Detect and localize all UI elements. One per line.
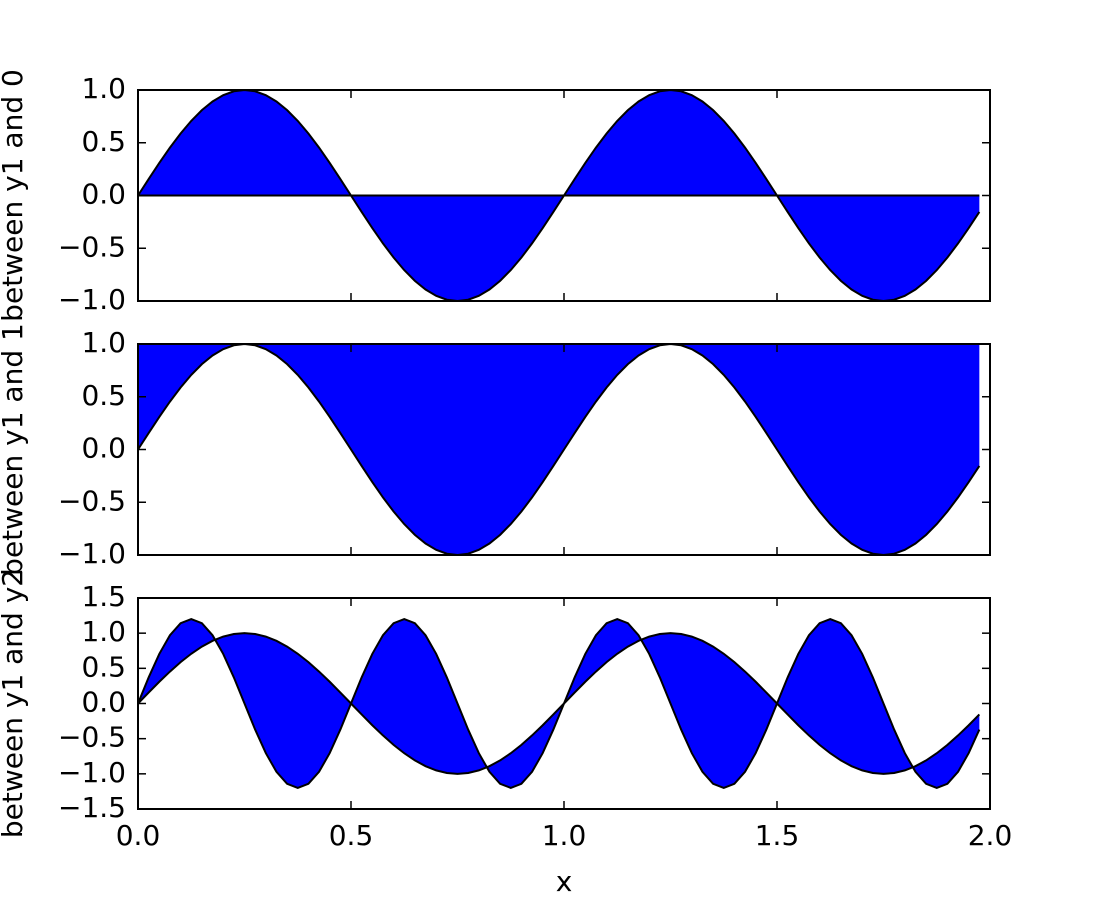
x-tick-label: 1.0 xyxy=(542,819,587,852)
fill-edge xyxy=(137,618,981,789)
y-tick-label: 0.5 xyxy=(81,125,126,158)
x-tick-label: 1.5 xyxy=(755,819,800,852)
x-tick-label: 0.0 xyxy=(116,819,161,852)
y-tick-label: 1.0 xyxy=(81,326,126,359)
y-tick-label: −0.5 xyxy=(58,484,126,517)
x-tick-label: 2.0 xyxy=(968,819,1013,852)
y-tick-label: 1.5 xyxy=(81,580,126,613)
y-tick-label: 0.0 xyxy=(81,686,126,719)
y-tick-label: 0.0 xyxy=(81,432,126,465)
y-tick-label: 0.0 xyxy=(81,178,126,211)
x-axis-label: x xyxy=(556,865,573,898)
fill-edge xyxy=(137,342,981,557)
y-axis-label: between y1 and 1 xyxy=(0,323,29,576)
y-tick-label: −0.5 xyxy=(58,230,126,263)
y-tick-label: −1.0 xyxy=(58,756,126,789)
y-tick-label: −1.5 xyxy=(58,791,126,824)
fill-area xyxy=(138,619,980,788)
y-tick-label: 0.5 xyxy=(81,650,126,683)
fill-area xyxy=(138,344,980,555)
y-axis-label: between y1 and 0 xyxy=(0,69,29,322)
y-tick-label: −1.0 xyxy=(58,537,126,570)
y-axis-label: between y1 and y2 xyxy=(0,569,29,838)
y-tick-label: −1.0 xyxy=(58,283,126,316)
y-tick-label: 1.0 xyxy=(81,615,126,648)
x-tick-label: 0.5 xyxy=(329,819,374,852)
fill-edge xyxy=(137,88,981,303)
y-tick-label: −0.5 xyxy=(58,721,126,754)
y-tick-label: 1.0 xyxy=(81,72,126,105)
fill-edge xyxy=(137,632,981,775)
y-tick-label: 0.5 xyxy=(81,379,126,412)
